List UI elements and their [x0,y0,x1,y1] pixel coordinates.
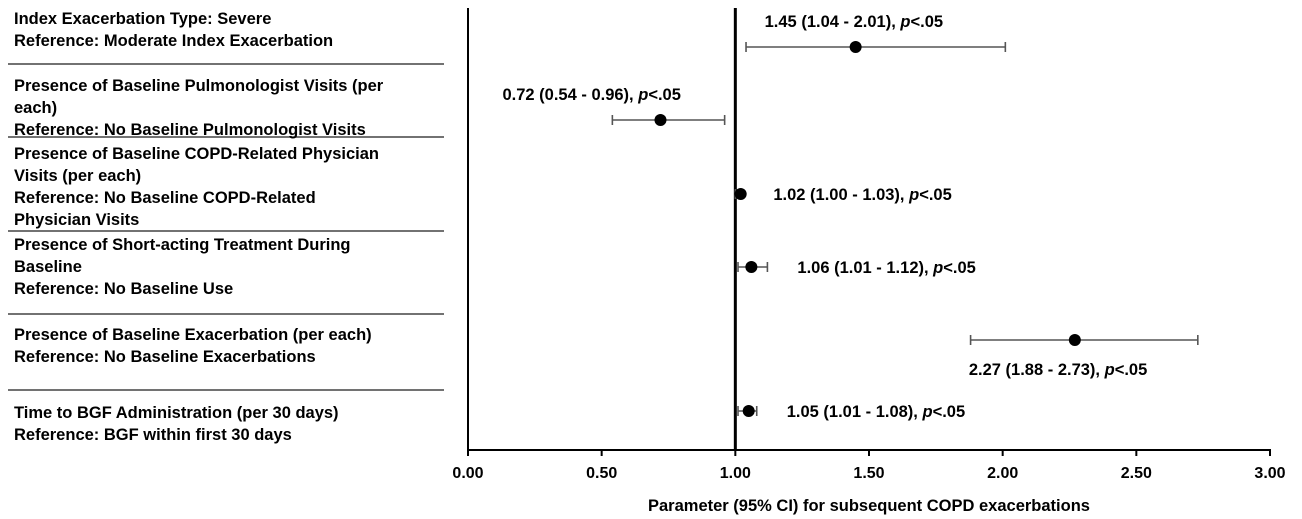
row-label-line: Baseline [14,258,82,276]
row-label-line: Presence of Baseline Exacerbation (per e… [14,326,372,344]
x-tick-label: 2.00 [987,465,1018,482]
row-label-line: Time to BGF Administration (per 30 days) [14,404,339,422]
p-letter: p [908,186,919,204]
p-letter: p [932,259,943,277]
estimate-point [1068,334,1081,346]
estimate-ci-text: 1.05 (1.01 - 1.08), [787,403,923,421]
row-dividers [8,63,444,391]
estimate-point [734,188,747,200]
estimate-point [742,405,755,417]
estimate-annotation: 1.45 (1.04 - 2.01), p<.05 [765,13,943,31]
p-value: <.05 [933,403,966,421]
estimate-point [745,261,758,273]
row-label-line: Reference: No Baseline COPD-Related [14,189,316,207]
row-label-line: Physician Visits [14,211,139,229]
row-label-line: Reference: BGF within first 30 days [14,426,292,444]
estimate-annotation: 0.72 (0.54 - 0.96), p<.05 [502,86,680,104]
estimate-ci-text: 1.02 (1.00 - 1.03), [773,186,909,204]
estimate-annotation: 1.05 (1.01 - 1.08), p<.05 [787,403,965,421]
estimate-ci-text: 1.06 (1.01 - 1.12), [797,259,933,277]
p-value: <.05 [910,13,943,31]
p-value: <.05 [919,186,952,204]
row-label-line: Reference: No Baseline Use [14,280,233,298]
p-value: <.05 [648,86,681,104]
row-label-line: each) [14,99,57,117]
p-letter: p [1104,361,1115,379]
estimate-ci-text: 2.27 (1.88 - 2.73), [969,361,1105,379]
x-tick-label: 0.50 [586,465,617,482]
x-tick-label: 2.50 [1121,465,1152,482]
row-label-line: Reference: Moderate Index Exacerbation [14,32,333,50]
estimate-annotation: 1.06 (1.01 - 1.12), p<.05 [797,259,975,277]
p-value: <.05 [943,259,976,277]
estimate-point [654,114,667,126]
estimate-point [849,41,862,53]
row-label-line: Reference: No Baseline Exacerbations [14,348,316,366]
x-tick-label: 1.50 [853,465,884,482]
row-label-line: Presence of Baseline Pulmonologist Visit… [14,77,384,95]
x-axis: 0.00 0.50 1.00 1.50 2.00 2.50 3.00 [452,8,1286,482]
row-label-line: Presence of Baseline COPD-Related Physic… [14,145,379,163]
estimate-ci-text: 1.45 (1.04 - 2.01), [765,13,901,31]
row-label-line: Visits (per each) [14,167,141,185]
estimate-annotation: 1.02 (1.00 - 1.03), p<.05 [773,186,951,204]
p-letter: p [921,403,932,421]
plot-marks: 1.45 (1.04 - 2.01), p<.050.72 (0.54 - 0.… [502,8,1199,450]
estimate-ci-text: 0.72 (0.54 - 0.96), [502,86,638,104]
row-label-line: Presence of Short-acting Treatment Durin… [14,236,350,254]
x-axis-title: Parameter (95% CI) for subsequent COPD e… [648,497,1090,515]
x-tick-label: 3.00 [1254,465,1285,482]
p-letter: p [637,86,648,104]
x-tick-label: 1.00 [720,465,751,482]
row-label-line: Reference: No Baseline Pulmonologist Vis… [14,121,366,139]
row-label-line: Index Exacerbation Type: Severe [14,10,271,28]
p-value: <.05 [1115,361,1148,379]
estimate-annotation: 2.27 (1.88 - 2.73), p<.05 [969,361,1147,379]
row-labels: Index Exacerbation Type: Severe Reference… [14,10,384,444]
p-letter: p [899,13,910,31]
x-tick-label: 0.00 [452,465,483,482]
